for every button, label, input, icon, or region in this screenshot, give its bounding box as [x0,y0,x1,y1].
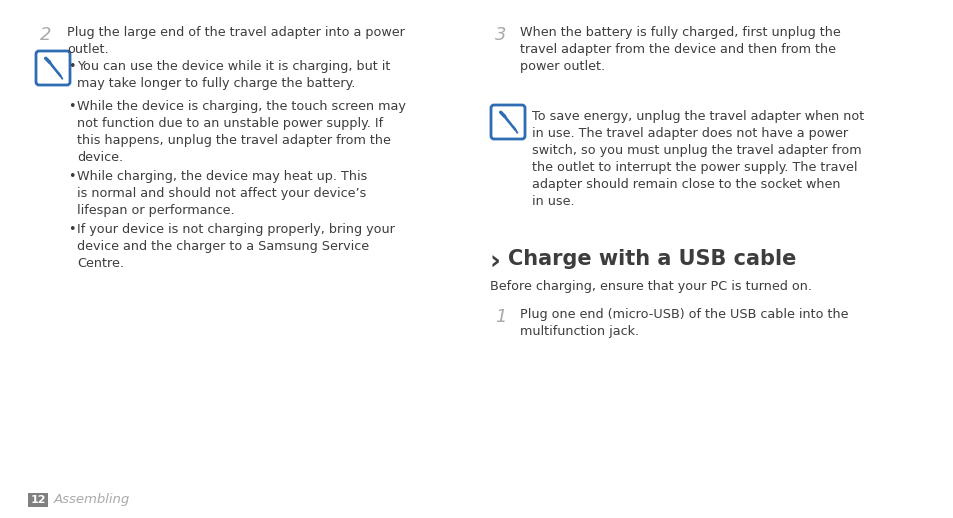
FancyBboxPatch shape [28,493,48,507]
Text: Plug one end (micro-USB) of the USB cable into the
multifunction jack.: Plug one end (micro-USB) of the USB cabl… [519,308,847,338]
Text: You can use the device while it is charging, but it
may take longer to fully cha: You can use the device while it is charg… [77,60,390,90]
Text: •: • [68,60,75,73]
Text: Charge with a USB cable: Charge with a USB cable [507,249,796,269]
Text: 12: 12 [30,495,46,505]
Text: Assembling: Assembling [54,494,131,507]
Text: Plug the large end of the travel adapter into a power
outlet.: Plug the large end of the travel adapter… [67,26,404,56]
FancyBboxPatch shape [491,105,524,139]
Text: 3: 3 [495,26,506,44]
Text: While charging, the device may heat up. This
is normal and should not affect you: While charging, the device may heat up. … [77,170,367,217]
Text: •: • [68,170,75,183]
Text: ›: › [490,250,500,276]
Text: To save energy, unplug the travel adapter when not
in use. The travel adapter do: To save energy, unplug the travel adapte… [532,110,863,208]
Text: When the battery is fully charged, first unplug the
travel adapter from the devi: When the battery is fully charged, first… [519,26,840,73]
Text: While the device is charging, the touch screen may
not function due to an unstab: While the device is charging, the touch … [77,100,405,164]
Text: 2: 2 [40,26,51,44]
Text: If your device is not charging properly, bring your
device and the charger to a : If your device is not charging properly,… [77,223,395,270]
Text: •: • [68,100,75,113]
FancyBboxPatch shape [36,51,70,85]
Text: •: • [68,223,75,236]
Text: Before charging, ensure that your PC is turned on.: Before charging, ensure that your PC is … [490,280,811,293]
Text: 1: 1 [495,308,506,326]
